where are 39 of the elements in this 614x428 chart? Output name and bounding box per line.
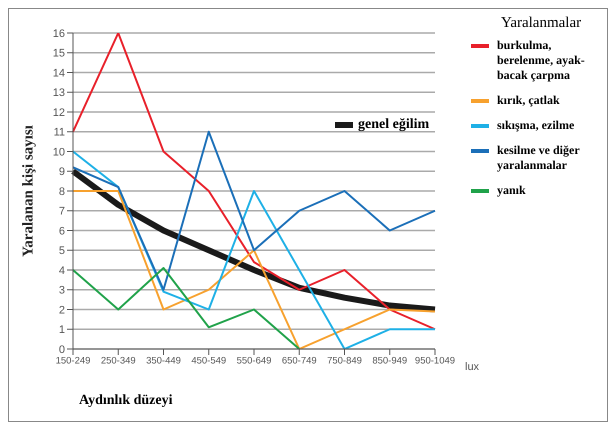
x-tick-label: 650-749 xyxy=(282,356,317,367)
y-tick-label: 13 xyxy=(52,87,65,100)
x-tick-label: 250-349 xyxy=(100,356,136,367)
legend-label: genel eğilim xyxy=(357,117,430,133)
y-tick-label: 14 xyxy=(52,67,65,80)
y-tick-label: 2 xyxy=(58,304,65,316)
legend-label: kırık, çatlak xyxy=(497,93,560,108)
line-series xyxy=(72,33,436,330)
y-tick-label: 15 xyxy=(52,48,65,60)
y-tick-label: 0 xyxy=(58,344,65,356)
y-tick-label: 10 xyxy=(52,146,65,158)
legend-label: sıkışma, ezilme xyxy=(497,118,574,133)
x-axis-title: Aydınlık düzeyi xyxy=(79,393,172,409)
legend-label: burkulma, berelenme, ayak-bacak çarpma xyxy=(497,38,586,83)
line-series xyxy=(72,267,300,349)
x-tick-label: 550-649 xyxy=(236,356,272,367)
y-tick-label: 7 xyxy=(58,206,65,218)
x-tick-label: 850-949 xyxy=(372,356,408,367)
y-tick-label: 12 xyxy=(52,106,65,119)
y-tick-label: 3 xyxy=(58,284,65,297)
y-axis-title: Yaralanan kişi sayısı xyxy=(20,125,36,257)
text: lux xyxy=(465,361,480,373)
x-tick-label: 150-249 xyxy=(56,356,90,367)
y-tick-label: 16 xyxy=(52,28,65,40)
y-tick-label: 4 xyxy=(58,264,65,277)
y-tick-label: 8 xyxy=(58,186,65,198)
y-tick-label: 6 xyxy=(58,225,65,238)
x-tick-label: 950-1049 xyxy=(414,356,456,367)
x-tick-label: 350-449 xyxy=(146,356,181,367)
legend-label: kesilme ve diğer yaralanmalar xyxy=(497,143,580,173)
y-tick-label: 1 xyxy=(58,324,65,336)
y-tick-label: 5 xyxy=(58,245,65,258)
x-tick-label: 450-549 xyxy=(191,356,226,367)
y-tick-label: 11 xyxy=(54,126,65,139)
legend-label: yanık xyxy=(497,183,526,198)
y-tick-label: 9 xyxy=(58,166,65,178)
legend-title: Yaralanmalar xyxy=(501,15,582,32)
x-tick-label: 750-849 xyxy=(327,356,362,367)
line-series xyxy=(72,130,436,291)
